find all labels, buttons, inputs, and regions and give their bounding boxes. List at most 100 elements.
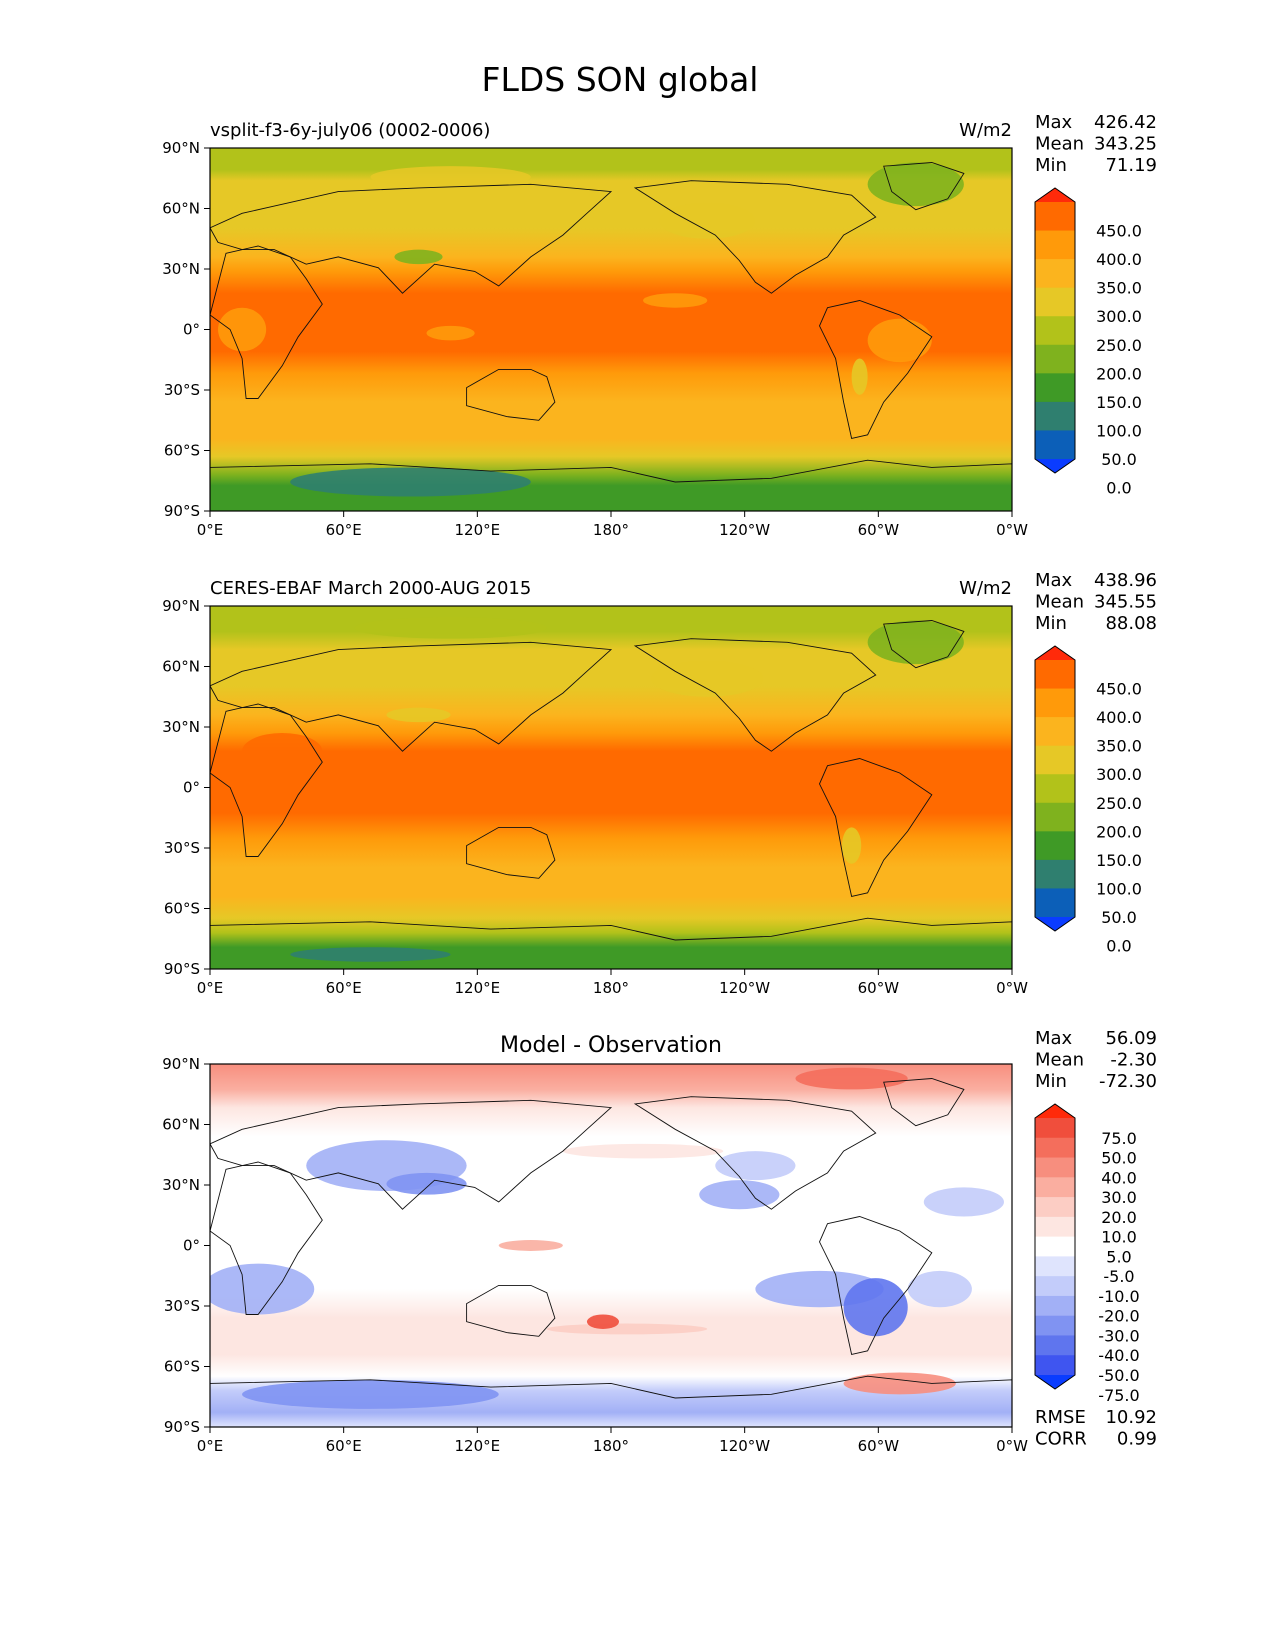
- stat-label: Min: [1035, 613, 1067, 634]
- colorbar-band: [1035, 1256, 1075, 1277]
- stat-label: Min: [1035, 155, 1067, 176]
- field-anomaly: [867, 620, 964, 665]
- colorbar-label: 100.0: [1096, 879, 1142, 898]
- stat-label: Max: [1035, 1028, 1073, 1049]
- colorbar-extend-min: [1035, 1375, 1075, 1389]
- x-tick-label: 180°: [593, 521, 629, 539]
- colorbar: 450.0 400.0 350.0 300.0 250.0 200.0 150.0 100.0…: [1034, 645, 1142, 956]
- x-tick-label: 180°: [593, 979, 629, 997]
- field-anomaly: [562, 1143, 724, 1159]
- coastline: [819, 1216, 933, 1355]
- colorbar-label: -75.0: [1098, 1386, 1139, 1405]
- colorbar-label: -50.0: [1098, 1366, 1139, 1385]
- x-tick-label: 0°W: [996, 521, 1028, 539]
- coastline: [466, 1284, 556, 1337]
- y-tick-label: 90°N: [162, 139, 200, 157]
- colorbar-label: 100.0: [1096, 421, 1142, 440]
- colorbar-band: [1035, 859, 1075, 889]
- colorbar-label: 20.0: [1101, 1208, 1137, 1227]
- colorbar-label: 40.0: [1101, 1168, 1137, 1187]
- x-tick-label: 60°E: [326, 979, 362, 997]
- y-tick-label: 30°S: [164, 381, 200, 399]
- y-tick-label: 90°S: [164, 1418, 200, 1436]
- colorbar-label: -40.0: [1098, 1346, 1139, 1365]
- colorbar-band: [1035, 430, 1075, 460]
- y-tick-label: 60°S: [164, 442, 200, 460]
- field-anomaly: [218, 307, 267, 352]
- y-tick-label: 30°S: [164, 1297, 200, 1315]
- colorbar-label: 150.0: [1096, 851, 1142, 870]
- colorbar-band: [1035, 717, 1075, 747]
- field-anomaly: [586, 1314, 620, 1329]
- stat-label: Mean: [1035, 1050, 1084, 1071]
- colorbar-label: 5.0: [1106, 1247, 1131, 1266]
- panel-title: CERES-EBAF March 2000-AUG 2015: [210, 578, 531, 599]
- x-tick-label: 120°E: [455, 1437, 501, 1455]
- stat-value: 88.08: [1105, 613, 1157, 634]
- colorbar-outline: [1034, 1103, 1076, 1390]
- colorbar-extend-min: [1035, 917, 1075, 931]
- colorbar-extend-max: [1035, 646, 1075, 660]
- panel-1: vsplit-f3-6y-july06 (0002-0006) W/m2 0°E 60…: [162, 112, 1157, 539]
- coastline: [210, 1099, 613, 1210]
- coastline: [883, 620, 965, 669]
- panel-title: vsplit-f3-6y-july06 (0002-0006): [210, 120, 490, 141]
- field-anomaly: [546, 1323, 708, 1335]
- field-anomaly: [290, 947, 451, 962]
- coastline: [819, 758, 933, 897]
- field-anomaly: [370, 166, 531, 188]
- coastline: [819, 300, 933, 439]
- y-tick-label: 90°S: [164, 502, 200, 520]
- field-anomaly: [867, 162, 964, 207]
- field-anomaly: [843, 1278, 908, 1337]
- y-tick-label: 0°: [183, 1237, 200, 1255]
- x-tick-label: 120°W: [719, 521, 770, 539]
- colorbar-band: [1035, 888, 1075, 918]
- coastline: [466, 368, 556, 421]
- colorbar-extend-max: [1035, 188, 1075, 202]
- y-tick-label: 30°N: [162, 260, 200, 278]
- colorbar-label: 350.0: [1096, 279, 1142, 298]
- field-anomaly: [699, 1180, 780, 1210]
- x-tick-label: 0°E: [197, 979, 224, 997]
- field-anomaly: [651, 660, 764, 697]
- colorbar-label: 50.0: [1101, 1149, 1137, 1168]
- colorbar-band: [1035, 1137, 1075, 1159]
- colorbar-label: -10.0: [1098, 1287, 1139, 1306]
- x-tick-label: 120°E: [455, 521, 501, 539]
- colorbar-label: 200.0: [1096, 822, 1142, 841]
- coastline: [210, 917, 1012, 969]
- figure-title: FLDS SON global: [482, 60, 759, 99]
- colorbar-band: [1035, 1197, 1075, 1218]
- stat-label: Mean: [1035, 592, 1084, 613]
- x-tick-label: 180°: [593, 1437, 629, 1455]
- panel-3: Model - Observation 0°E 60°E 120°E 180° 120°W…: [162, 1028, 1157, 1455]
- x-tick-label: 60°E: [326, 521, 362, 539]
- colorbar-label: -30.0: [1098, 1326, 1139, 1345]
- y-tick-label: 0°: [183, 779, 200, 797]
- colorbar-label: 450.0: [1096, 680, 1142, 699]
- field-anomaly: [867, 318, 932, 363]
- y-tick-label: 60°S: [164, 900, 200, 918]
- x-tick-label: 60°W: [858, 1437, 900, 1455]
- field-anomaly: [426, 325, 475, 341]
- coastline: [883, 1078, 965, 1127]
- x-tick-label: 120°W: [719, 1437, 770, 1455]
- stat-value: 438.96: [1094, 570, 1157, 591]
- field-anomaly: [210, 1263, 315, 1315]
- field-anomaly: [843, 1372, 956, 1395]
- stat-label: CORR: [1035, 1429, 1087, 1450]
- colorbar-band: [1035, 1295, 1075, 1317]
- field-anomaly: [795, 1067, 908, 1090]
- stat-value: 56.09: [1105, 1028, 1157, 1049]
- x-tick-label: 120°E: [455, 979, 501, 997]
- colorbar-label: 300.0: [1096, 765, 1142, 784]
- colorbar-label: 300.0: [1096, 307, 1142, 326]
- stat-value: 71.19: [1105, 155, 1157, 176]
- panel-units: W/m2: [959, 578, 1012, 599]
- colorbar-band: [1035, 1236, 1075, 1257]
- y-tick-label: 60°S: [164, 1358, 200, 1376]
- colorbar-extend-min: [1035, 459, 1075, 473]
- colorbar-band: [1035, 745, 1075, 775]
- y-tick-label: 90°S: [164, 960, 200, 978]
